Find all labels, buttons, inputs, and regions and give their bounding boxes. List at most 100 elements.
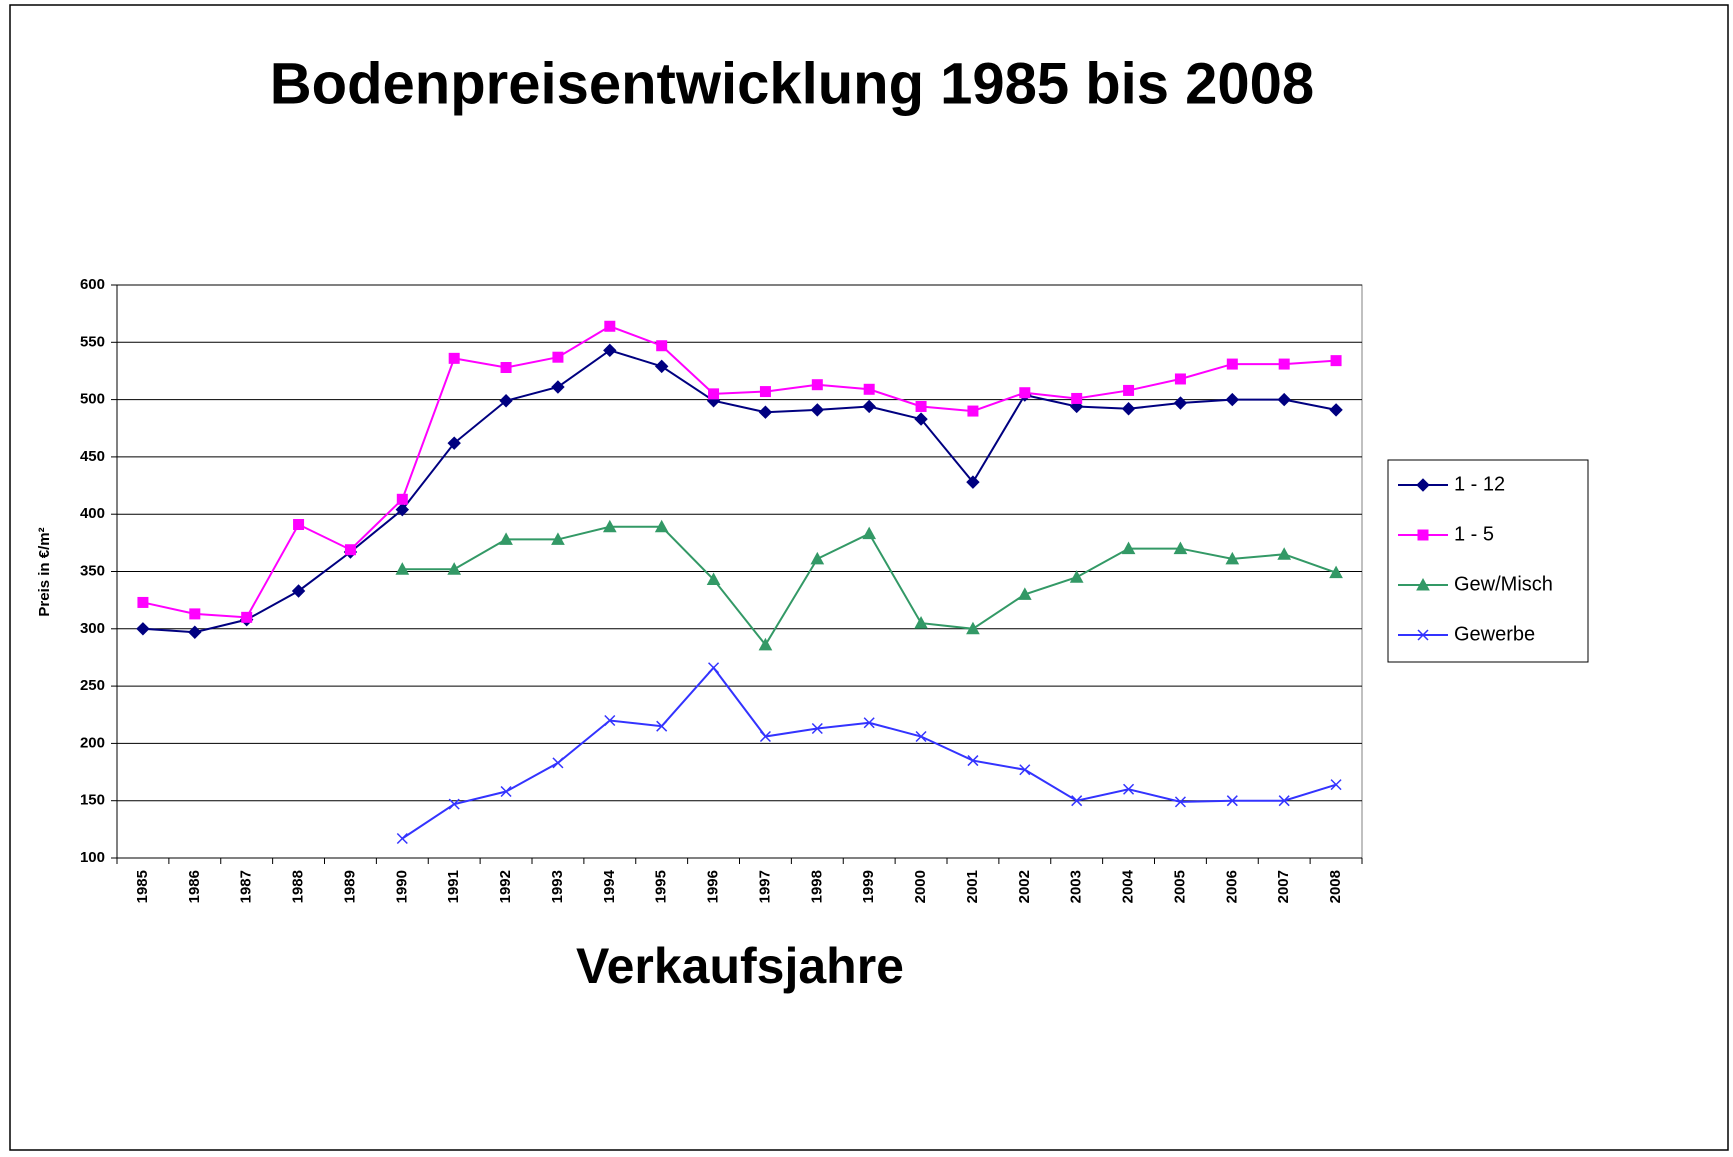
marker (656, 340, 668, 352)
x-tick-label: 1999 (860, 870, 877, 903)
marker (1225, 551, 1240, 565)
marker (1121, 541, 1136, 555)
marker (967, 405, 979, 417)
x-tick-label: 1990 (393, 870, 410, 903)
x-tick-label: 1995 (653, 870, 670, 903)
marker (915, 730, 927, 743)
marker (862, 399, 876, 414)
x-tick-label: 2005 (1171, 870, 1188, 903)
marker (1017, 587, 1032, 600)
marker (293, 519, 305, 531)
marker (1123, 384, 1135, 396)
marker (188, 625, 202, 639)
legend-label: 1 - 5 (1454, 523, 1494, 545)
marker (759, 730, 771, 743)
marker (291, 584, 306, 598)
series-line (142, 325, 1337, 619)
x-tick-label: 2006 (1223, 870, 1240, 903)
x-tick-label: 1993 (549, 870, 566, 903)
marker (241, 611, 253, 623)
marker (1225, 392, 1240, 407)
marker (810, 403, 825, 417)
marker (1226, 795, 1238, 807)
y-tick-label: 450 (80, 448, 105, 465)
y-tick-label: 250 (80, 677, 105, 694)
legend-marker (1417, 629, 1429, 641)
marker (1329, 403, 1343, 417)
marker (603, 343, 617, 358)
marker (500, 786, 512, 798)
marker (551, 532, 565, 545)
x-tick-label: 1994 (601, 869, 618, 903)
marker (862, 526, 877, 540)
y-tick-label: 350 (80, 562, 105, 579)
marker (189, 608, 201, 620)
marker (1226, 358, 1238, 370)
marker (1123, 783, 1135, 795)
marker (447, 436, 461, 450)
y-tick-label: 200 (80, 734, 105, 751)
marker (448, 798, 460, 810)
marker (395, 562, 410, 575)
marker (966, 475, 980, 489)
legend-label: Gew/Misch (1454, 573, 1553, 595)
marker (1174, 796, 1186, 808)
marker (758, 637, 773, 651)
marker (1278, 358, 1290, 370)
marker (137, 596, 149, 608)
marker (914, 412, 928, 426)
x-tick-label: 1991 (445, 870, 462, 903)
y-tick-label: 150 (80, 792, 105, 809)
y-axis-label: Preis in €/m² (36, 527, 53, 616)
marker (552, 757, 564, 769)
marker (758, 405, 773, 419)
x-tick-label: 2002 (1016, 870, 1033, 903)
marker (1019, 764, 1031, 776)
marker (1329, 565, 1343, 579)
marker (708, 662, 720, 674)
legend-box (1387, 459, 1589, 663)
x-tick-label: 2008 (1327, 870, 1344, 903)
x-tick-label: 1989 (341, 870, 358, 903)
marker (1330, 779, 1342, 791)
marker (966, 621, 980, 635)
marker (915, 400, 927, 412)
marker (863, 383, 875, 395)
y-tick-label: 400 (80, 505, 105, 522)
x-axis-label: Verkaufsjahre (576, 938, 904, 994)
marker (810, 551, 825, 565)
marker (914, 616, 928, 629)
marker (604, 320, 616, 332)
marker (1173, 541, 1188, 555)
marker (499, 394, 513, 408)
x-tick-label: 2000 (912, 870, 929, 903)
marker (654, 359, 669, 374)
marker (811, 379, 823, 391)
marker (1019, 387, 1031, 399)
y-tick-label: 100 (80, 849, 105, 866)
marker (1069, 570, 1084, 583)
legend-label: 1 - 12 (1454, 473, 1505, 495)
marker (1277, 392, 1291, 407)
marker (396, 832, 408, 845)
marker (1173, 396, 1188, 410)
marker (1277, 547, 1292, 560)
marker (1174, 373, 1186, 385)
marker (499, 532, 513, 545)
marker (1330, 355, 1342, 367)
x-tick-label: 1998 (808, 870, 825, 903)
series-line (142, 349, 1337, 634)
marker (759, 386, 771, 398)
marker (552, 351, 564, 363)
y-tick-label: 600 (80, 276, 105, 293)
x-tick-label: 1987 (238, 870, 255, 903)
marker (396, 493, 408, 505)
x-tick-label: 2004 (1120, 869, 1137, 903)
x-tick-label: 1988 (290, 870, 307, 903)
marker (344, 544, 356, 556)
marker (656, 720, 668, 732)
legend-marker (1416, 478, 1430, 492)
marker (602, 519, 617, 533)
y-tick-label: 500 (80, 391, 105, 408)
x-tick-label: 1996 (705, 870, 722, 903)
